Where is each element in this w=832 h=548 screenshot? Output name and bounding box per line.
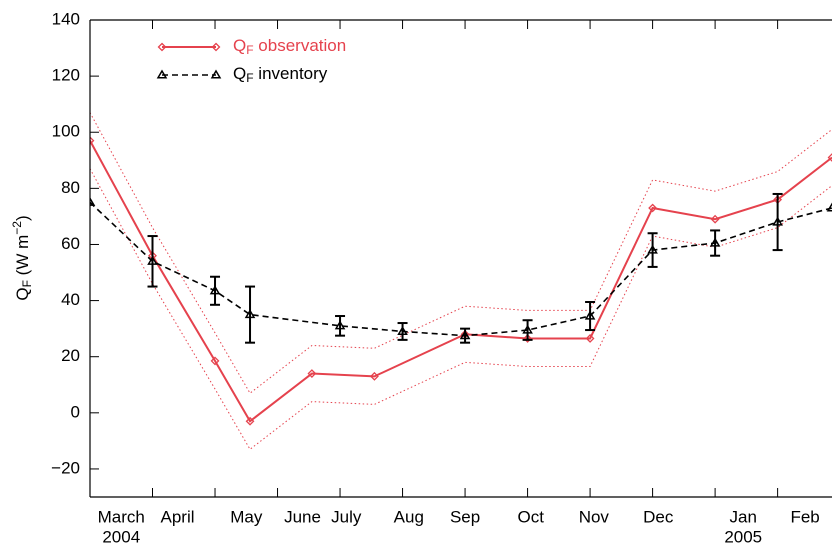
year-label: 2004	[102, 527, 140, 546]
x-tick-label: Dec	[643, 507, 674, 526]
legend-label-main: Q	[233, 64, 246, 83]
error-bar	[245, 285, 256, 344]
x-tick-label: Jan	[730, 507, 757, 526]
x-tick-label: July	[331, 507, 362, 526]
uncertainty-bound	[90, 112, 832, 394]
y-tick-label: −20	[51, 458, 80, 477]
legend-label: QF observation	[233, 36, 346, 57]
x-tick-label: Aug	[394, 507, 424, 526]
y-tick-label: 20	[61, 346, 80, 365]
y-tick-label: 140	[52, 9, 80, 28]
data-point	[209, 285, 221, 295]
legend-marker	[210, 69, 222, 79]
plot-area	[90, 112, 832, 451]
error-bar	[522, 319, 533, 341]
legend-label-main: Q	[233, 36, 246, 55]
year-label: 2005	[724, 527, 762, 546]
legend-label-rest: inventory	[254, 64, 328, 83]
error-bar	[335, 315, 346, 337]
data-point	[245, 416, 255, 426]
x-tick-label: June	[284, 507, 321, 526]
x-tick-label: Sep	[450, 507, 480, 526]
data-point	[459, 330, 471, 340]
data-point	[709, 237, 721, 247]
x-tick-label: March	[98, 507, 145, 526]
uncertainty-bound	[90, 168, 832, 451]
y-tick-label: 0	[71, 402, 80, 421]
data-point	[827, 153, 832, 162]
data-point	[244, 309, 256, 319]
data-point	[147, 255, 158, 265]
legend-marker	[157, 42, 167, 52]
y-tick-label: 60	[61, 234, 80, 253]
data-point	[648, 203, 658, 213]
data-point	[523, 334, 532, 343]
x-tick-label: Oct	[517, 507, 544, 526]
legend-marker	[211, 42, 221, 52]
legend-label: QF inventory	[233, 64, 328, 85]
y-tick-label: 120	[52, 66, 80, 85]
legend-label-sub: F	[246, 71, 253, 85]
series-line	[90, 201, 832, 337]
y-tick-label: 100	[52, 122, 80, 141]
data-point	[710, 214, 720, 224]
data-point	[585, 334, 595, 343]
y-tick-label: 80	[61, 178, 80, 197]
x-tick-label: May	[230, 507, 263, 526]
legend-label-sub: F	[246, 43, 253, 57]
y-tick-label: 40	[61, 290, 80, 309]
data-point	[397, 325, 408, 336]
series-line	[90, 140, 832, 423]
legend-marker	[156, 69, 168, 79]
data-point	[334, 320, 346, 330]
x-tick-label: Nov	[579, 507, 610, 526]
x-tick-label: April	[161, 507, 195, 526]
data-point	[584, 310, 596, 320]
x-tick-label: Feb	[790, 507, 819, 526]
y-axis-label: QF (W m−2)	[10, 215, 34, 300]
legend-label-rest: observation	[254, 36, 347, 55]
data-point	[307, 369, 317, 378]
data-point	[90, 136, 95, 146]
data-point	[522, 324, 533, 334]
data-point	[772, 216, 783, 226]
data-point	[210, 356, 220, 366]
data-point	[370, 371, 379, 381]
data-point	[647, 244, 658, 254]
data-point	[90, 196, 96, 206]
data-point	[826, 202, 832, 212]
